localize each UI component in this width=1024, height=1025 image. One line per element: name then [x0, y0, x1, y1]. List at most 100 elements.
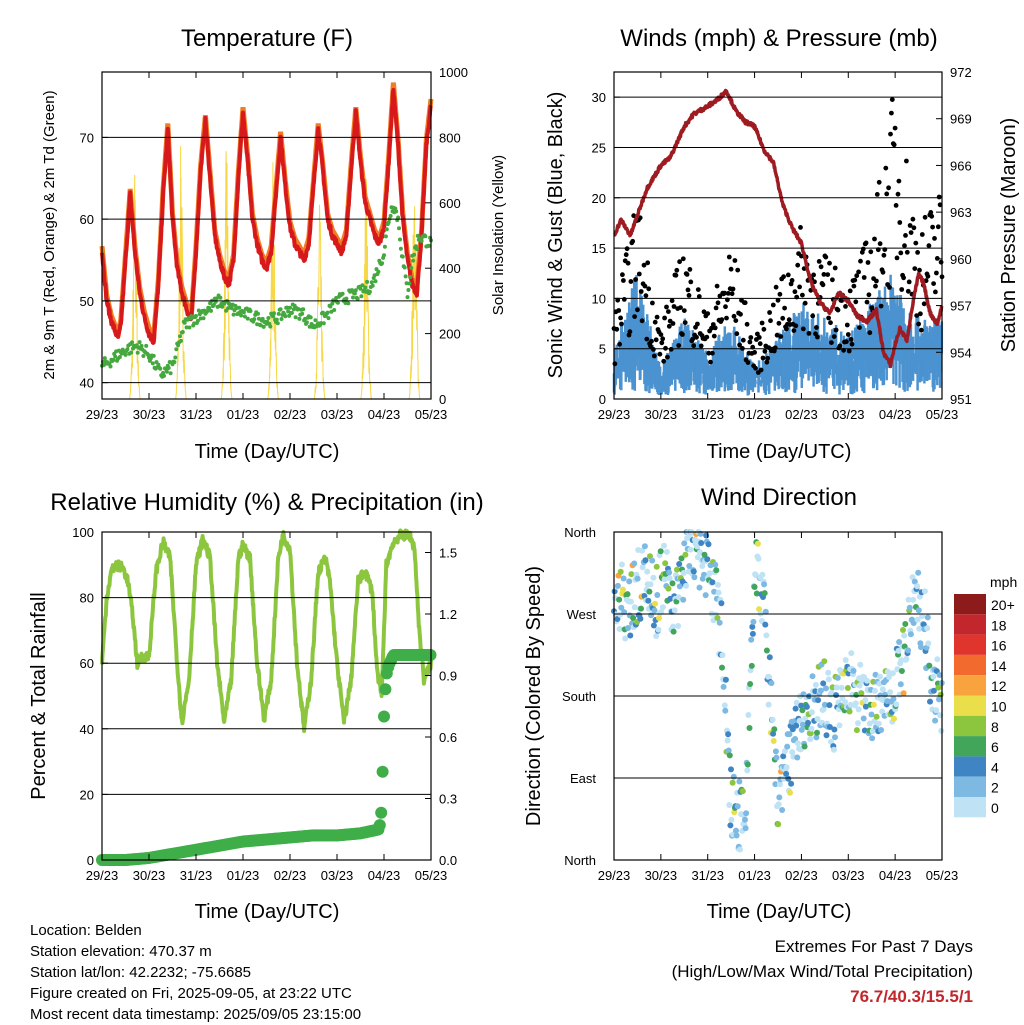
gust-point: [774, 332, 780, 338]
dewpoint-point: [271, 314, 276, 319]
direction-point: [761, 590, 768, 597]
dewpoint-point: [179, 338, 183, 343]
y-right-tick-label: 0.0: [439, 853, 457, 868]
direction-point: [910, 620, 917, 626]
dewpoint-point: [313, 318, 318, 323]
direction-point: [893, 701, 900, 708]
gust-point: [865, 260, 871, 265]
direction-point: [877, 673, 883, 680]
y-tick-label: North: [564, 853, 596, 868]
precip-point: [379, 683, 392, 696]
plot-frame: [613, 531, 943, 861]
x-tick-label: 05/23: [415, 407, 448, 422]
dewpoint-point: [289, 310, 294, 315]
gust-point: [883, 165, 889, 171]
direction-point: [879, 686, 886, 693]
direction-point: [935, 684, 942, 691]
gust-point: [753, 365, 758, 371]
direction-point: [728, 816, 735, 823]
gust-point: [906, 279, 912, 285]
direction-point: [780, 753, 787, 760]
direction-point: [930, 673, 937, 680]
gust-point: [792, 289, 798, 295]
direction-point: [663, 548, 670, 555]
gust-point: [688, 279, 694, 285]
direction-point: [831, 726, 838, 733]
direction-point: [846, 708, 853, 715]
gust-point: [806, 331, 812, 336]
gust-point: [643, 293, 649, 299]
direction-point: [927, 698, 933, 705]
x-tick-label: 04/23: [879, 868, 912, 883]
dewpoint-point: [268, 324, 273, 329]
direction-point: [624, 591, 631, 598]
direction-point: [862, 697, 869, 704]
dewpoint-point: [279, 317, 284, 321]
gust-point: [876, 179, 882, 185]
direction-point: [776, 794, 783, 801]
gust-point: [628, 279, 634, 284]
x-tick-label: 30/23: [133, 868, 166, 883]
gust-point: [680, 256, 686, 262]
extremes-values: 76.7/40.3/15.5/1: [850, 987, 973, 1006]
direction-point: [614, 582, 621, 589]
gust-point: [780, 315, 786, 321]
dewpoint-point: [353, 288, 358, 293]
gust-point: [913, 240, 919, 246]
plot-frame: [613, 71, 943, 400]
direction-point: [716, 619, 723, 626]
gust-point: [617, 341, 622, 347]
direction-point: [694, 543, 701, 550]
direction-point: [747, 681, 754, 687]
dewpoint-point: [297, 316, 302, 321]
direction-point: [934, 656, 941, 663]
legend-swatch: [954, 776, 986, 797]
dewpoint-point: [237, 305, 242, 310]
direction-point: [728, 766, 734, 773]
direction-point: [759, 571, 766, 578]
direction-point: [733, 827, 739, 834]
gust-point: [892, 125, 898, 131]
gust-point: [904, 249, 910, 255]
winds-title: Winds (mph) & Pressure (mb): [620, 25, 937, 52]
direction-point: [905, 596, 912, 603]
direction-point: [704, 556, 711, 563]
direction-point: [775, 801, 782, 808]
rh-line: [100, 528, 433, 733]
x-tick-label: 03/23: [832, 407, 865, 422]
direction-point: [830, 746, 837, 753]
gust-point: [899, 287, 905, 292]
direction-point: [834, 674, 841, 681]
direction-point: [788, 780, 795, 787]
gust-point: [800, 292, 805, 298]
gust-point: [907, 223, 913, 228]
dewpoint-point: [218, 295, 223, 300]
legend-label: 20+: [991, 597, 1015, 613]
direction-point: [836, 722, 843, 729]
direction-point: [753, 590, 760, 597]
gust-point: [631, 213, 637, 219]
dewpoint-point: [261, 324, 266, 329]
rh-xlabel: Time (Day/UTC): [195, 901, 340, 923]
gust-point: [933, 289, 938, 295]
direction-point: [616, 626, 623, 632]
direction-point: [783, 770, 790, 777]
direction-point: [755, 555, 762, 562]
dewpoint-point: [359, 294, 364, 299]
info-recent: Most recent data timestamp: 2025/09/05 2…: [30, 1006, 362, 1023]
direction-point: [896, 639, 903, 645]
gust-point: [852, 277, 858, 283]
gust-point: [723, 304, 728, 310]
dewpoint-point: [320, 310, 325, 315]
direction-point: [799, 707, 806, 714]
direction-point: [793, 722, 800, 729]
gust-point: [756, 335, 762, 340]
gust-point: [632, 314, 637, 319]
dewpoint-point: [125, 347, 130, 352]
direction-point: [736, 778, 743, 785]
direction-point: [907, 631, 914, 638]
gust-point: [889, 97, 895, 102]
direction-point: [779, 807, 786, 813]
gust-point: [896, 178, 902, 184]
direction-point: [938, 727, 945, 734]
